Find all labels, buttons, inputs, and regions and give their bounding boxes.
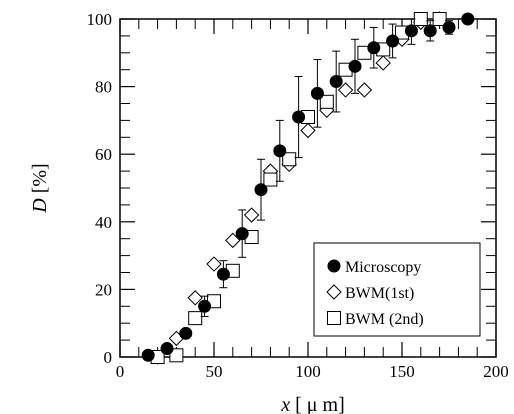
data-point [386, 34, 400, 48]
legend-marker [327, 259, 341, 273]
data-point [337, 82, 354, 98]
data-point [169, 348, 184, 363]
legend-label: BWM(1st) [345, 285, 414, 302]
legend-box [313, 242, 481, 337]
data-point [179, 326, 193, 340]
data-point [413, 12, 428, 26]
legend-label: Microscopy [345, 259, 421, 276]
y-axis-label-var: D [29, 198, 51, 214]
tick-labels: 0 50 100 150 200 0 20 40 60 80 100 [87, 10, 509, 381]
data-point [263, 172, 278, 187]
x-tick-label: 100 [295, 362, 321, 381]
y-axis-label: D [%] [29, 163, 51, 213]
legend-label: BWM (2nd) [345, 311, 424, 328]
data-point [160, 342, 174, 356]
legend-marker [326, 284, 342, 300]
data-point [356, 82, 373, 98]
data-point [300, 122, 316, 139]
data-point [375, 55, 391, 71]
legend: Microscopy BWM(1st) BWM (2nd) [313, 242, 481, 337]
data-point [254, 183, 268, 197]
data-point [432, 12, 447, 26]
series-microscopy [141, 12, 475, 362]
data-point [292, 110, 306, 124]
data-point [348, 59, 362, 73]
y-tick-label: 100 [87, 10, 113, 29]
data-point [243, 207, 260, 223]
x-tick-label: 0 [116, 362, 125, 381]
data-point [367, 41, 381, 55]
data-point [310, 86, 324, 100]
data-point [188, 311, 203, 326]
data-point [329, 75, 343, 89]
data-point [423, 24, 437, 38]
y-tick-label: 20 [95, 280, 112, 299]
legend-marker [327, 311, 341, 325]
x-tick-label: 150 [389, 362, 415, 381]
y-tick-label: 60 [95, 145, 112, 164]
data-point [319, 94, 334, 109]
data-series [141, 11, 475, 365]
x-axis-label-unit: [ μ m] [290, 394, 345, 414]
x-axis-label-var: x [280, 394, 290, 414]
data-point [235, 227, 249, 241]
data-point [282, 152, 297, 167]
data-point [141, 348, 155, 362]
data-point [442, 20, 456, 34]
y-tick-label: 0 [104, 348, 113, 367]
data-point [216, 267, 230, 281]
data-point [206, 256, 222, 272]
x-axis-label: x [ μ m] [280, 394, 345, 414]
data-point [198, 299, 212, 313]
x-tick-label: 200 [483, 362, 509, 381]
data-point [461, 12, 475, 26]
data-point [404, 24, 418, 38]
y-tick-label: 40 [95, 213, 112, 232]
x-tick-label: 50 [206, 362, 223, 381]
y-tick-label: 80 [95, 78, 112, 97]
data-point [273, 144, 287, 158]
y-axis-label-unit: [%] [29, 163, 51, 198]
data-point [187, 290, 203, 306]
